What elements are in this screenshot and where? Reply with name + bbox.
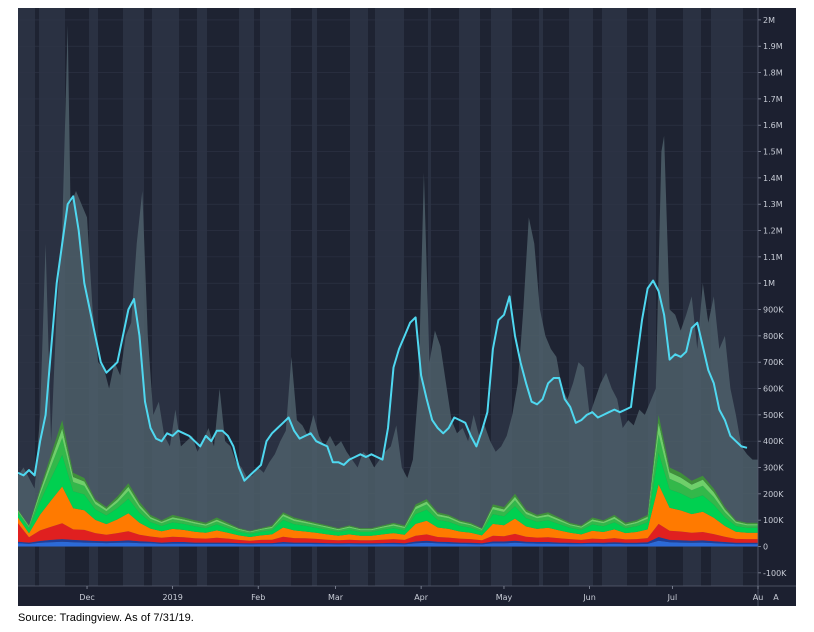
y-tick-label: 1.4M — [763, 174, 783, 183]
source-note: Source: Tradingview. As of 7/31/19. — [18, 612, 194, 624]
background-band — [197, 8, 207, 586]
background-band — [719, 8, 728, 586]
y-tick-label: 1.8M — [763, 69, 783, 78]
y-tick-label: 1.7M — [763, 95, 783, 104]
y-tick-label: -100K — [763, 569, 787, 578]
background-band — [386, 8, 396, 586]
x-tick-label: Dec — [79, 593, 94, 602]
cyan-line-series — [18, 195, 748, 482]
x-axis-background — [18, 586, 758, 606]
background-band — [711, 8, 719, 586]
y-tick-label: 1.1M — [763, 253, 783, 262]
background-band — [249, 8, 254, 586]
y-tick-label: 600K — [763, 385, 784, 394]
background-band — [128, 8, 134, 586]
x-tick-label: Jul — [667, 593, 678, 602]
background-band — [683, 8, 690, 586]
background-band — [312, 8, 317, 586]
background-bands — [18, 8, 796, 606]
background-band — [260, 8, 270, 586]
background-band — [690, 8, 695, 586]
background-band — [569, 8, 575, 586]
x-tick-label: May — [496, 593, 513, 602]
background-band — [396, 8, 404, 586]
background-band — [152, 8, 161, 586]
background-band — [278, 8, 287, 586]
x-tick-label: Apr — [414, 593, 429, 602]
background-band — [350, 8, 354, 586]
background-band — [365, 8, 368, 586]
x-tick-label: Au — [753, 593, 764, 602]
y-tick-label: 1.3M — [763, 200, 783, 209]
stacked-areas — [18, 414, 758, 547]
background-band — [18, 8, 26, 586]
background-band — [161, 8, 165, 586]
background-band — [648, 8, 656, 586]
background-band — [380, 8, 386, 586]
background-band — [476, 8, 480, 586]
background-band — [26, 8, 35, 586]
y-tick-label: 100K — [763, 516, 784, 525]
background-band — [375, 8, 380, 586]
y-tick-label: 1.5M — [763, 148, 783, 157]
cyan-line — [18, 195, 748, 482]
background-band — [585, 8, 593, 586]
y-tick-label: 0 — [763, 543, 768, 552]
chart-svg: -100K 0 100K 200K 300K 400K 500K 600K 700K 800K 90… — [18, 8, 796, 606]
background-band — [354, 8, 365, 586]
y-tick-label: 300K — [763, 464, 784, 473]
background-band — [539, 8, 543, 586]
background-band — [575, 8, 585, 586]
background-band — [617, 8, 620, 586]
x-tick-label: Feb — [251, 593, 265, 602]
background-band — [494, 8, 501, 586]
y-tick-label: 700K — [763, 358, 784, 367]
y-tick-label: 500K — [763, 411, 784, 420]
y-tick-label: 1.9M — [763, 42, 783, 51]
y-tick-label: 200K — [763, 490, 784, 499]
x-tick-label: Jun — [582, 593, 596, 602]
background-band — [50, 8, 53, 586]
background-band — [287, 8, 291, 586]
y-tick-label: 400K — [763, 437, 784, 446]
y-axis: -100K 0 100K 200K 300K 400K 500K 600K 700K 800K 90… — [18, 8, 796, 606]
x-tick-label: 2019 — [162, 593, 182, 602]
background-band — [491, 8, 494, 586]
background-band — [602, 8, 606, 586]
background-band — [428, 8, 431, 586]
background-band — [606, 8, 617, 586]
background-band — [270, 8, 278, 586]
background-band — [89, 8, 98, 586]
y-tick-label: 1M — [763, 279, 775, 288]
auto-scale-badge: A — [773, 593, 779, 602]
background-band — [242, 8, 249, 586]
background-band — [165, 8, 176, 586]
stack-layer-0 — [18, 540, 758, 547]
background-band — [620, 8, 627, 586]
background-band — [467, 8, 476, 586]
background-band — [459, 8, 467, 586]
y-tick-label: 1.6M — [763, 121, 783, 130]
x-tick-label: Mar — [328, 593, 344, 602]
y-tick-label: 2M — [763, 16, 775, 25]
background-band — [176, 8, 179, 586]
y-axis-background — [758, 8, 796, 606]
y-tick-label: 900K — [763, 306, 784, 315]
background-band — [695, 8, 701, 586]
background-band — [239, 8, 242, 586]
background-band — [732, 8, 743, 586]
chart-panel: -100K 0 100K 200K 300K 400K 500K 600K 700K 800K 90… — [18, 8, 796, 606]
y-tick-label: 1.2M — [763, 227, 783, 236]
y-tick-label: 800K — [763, 332, 784, 341]
background-band — [728, 8, 732, 586]
background-band — [123, 8, 128, 586]
background-band — [501, 8, 506, 586]
x-axis: Dec 2019 Feb Mar Apr May Jun Jul Au A — [79, 586, 779, 602]
